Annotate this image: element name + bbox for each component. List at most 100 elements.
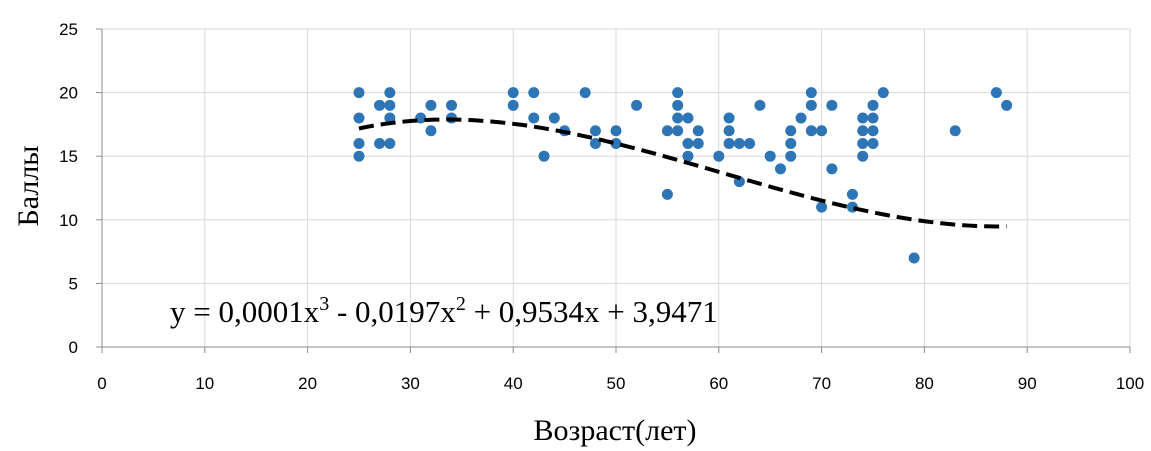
data-point	[507, 99, 519, 111]
data-point	[867, 137, 879, 149]
x-axis-title: Возраст(лет)	[534, 414, 697, 447]
x-tick-label: 100	[1116, 374, 1144, 393]
data-point	[507, 87, 519, 99]
x-tick-label: 60	[709, 374, 728, 393]
data-point	[374, 99, 386, 111]
data-point	[867, 125, 879, 137]
data-point	[764, 150, 776, 162]
data-point	[353, 87, 365, 99]
data-point	[785, 137, 797, 149]
x-tick-label: 50	[607, 374, 626, 393]
data-point	[661, 125, 673, 137]
data-point	[384, 137, 396, 149]
data-point	[723, 112, 735, 124]
data-point	[785, 150, 797, 162]
equation-part-1: y = 0,0001x	[170, 294, 320, 329]
data-point	[857, 112, 869, 124]
data-point	[1001, 99, 1013, 111]
data-point	[672, 99, 684, 111]
data-point	[353, 137, 365, 149]
data-point	[692, 137, 704, 149]
data-point	[877, 87, 889, 99]
data-point	[672, 125, 684, 137]
x-tick-label: 0	[97, 374, 106, 393]
data-point	[661, 188, 673, 200]
data-point	[353, 112, 365, 124]
data-point	[713, 150, 725, 162]
equation-exponent-3: 3	[319, 293, 329, 315]
y-tick-label: 10	[59, 211, 78, 230]
data-point	[826, 163, 838, 175]
data-point	[682, 112, 694, 124]
equation-exponent-2: 2	[456, 293, 466, 315]
data-point	[579, 87, 591, 99]
equation-part-2: - 0,0197x	[329, 294, 456, 329]
data-point	[867, 112, 879, 124]
data-point	[415, 112, 427, 124]
data-point	[446, 99, 458, 111]
data-point	[774, 163, 786, 175]
data-point	[857, 125, 869, 137]
data-point	[805, 87, 817, 99]
data-point	[723, 137, 735, 149]
data-point	[857, 137, 869, 149]
y-axis-title: Баллы	[12, 146, 45, 227]
data-point	[425, 99, 437, 111]
data-point	[744, 137, 756, 149]
data-point	[610, 137, 622, 149]
data-point	[816, 201, 828, 213]
data-point	[589, 137, 601, 149]
data-point	[672, 87, 684, 99]
data-point	[374, 137, 386, 149]
data-point	[384, 87, 396, 99]
data-point	[589, 125, 601, 137]
equation-part-3: + 0,9534x + 3,9471	[466, 294, 718, 329]
data-point	[785, 125, 797, 137]
x-tick-label: 30	[401, 374, 420, 393]
data-point	[384, 99, 396, 111]
data-point	[528, 112, 540, 124]
data-point	[733, 137, 745, 149]
x-tick-label: 10	[195, 374, 214, 393]
y-tick-label: 20	[59, 84, 78, 103]
data-point	[826, 99, 838, 111]
data-point	[528, 87, 540, 99]
data-point	[425, 125, 437, 137]
y-tick-label: 0	[69, 338, 78, 357]
data-point	[990, 87, 1002, 99]
data-point	[805, 125, 817, 137]
x-tick-label: 80	[915, 374, 934, 393]
data-point	[682, 137, 694, 149]
x-tick-labels: 0 10 20 30 40 50 60 70 80 90 100	[97, 374, 1144, 393]
x-tick-label: 90	[1018, 374, 1037, 393]
y-tick-label: 15	[59, 147, 78, 166]
data-point	[795, 112, 807, 124]
x-tick-label: 20	[298, 374, 317, 393]
x-tick-label: 70	[812, 374, 831, 393]
data-point	[610, 125, 622, 137]
trendline	[358, 117, 1007, 229]
data-point	[672, 112, 684, 124]
axes	[96, 28, 1131, 353]
data-point	[816, 125, 828, 137]
y-tick-labels: 0 5 10 15 20 25	[59, 20, 78, 357]
data-point	[723, 125, 735, 137]
data-points	[353, 87, 1013, 264]
y-tick-label: 5	[69, 274, 78, 293]
data-point	[692, 125, 704, 137]
y-tick-label: 25	[59, 20, 78, 39]
data-point	[384, 112, 396, 124]
data-point	[908, 252, 920, 264]
data-point	[682, 150, 694, 162]
data-point	[846, 188, 858, 200]
trendline-equation: y = 0,0001x3 - 0,0197x2 + 0,9534x + 3,94…	[170, 293, 718, 329]
data-point	[353, 150, 365, 162]
data-point	[548, 112, 560, 124]
data-point	[805, 99, 817, 111]
grid	[102, 28, 1131, 347]
data-point	[857, 150, 869, 162]
data-point	[631, 99, 643, 111]
data-point	[867, 99, 879, 111]
